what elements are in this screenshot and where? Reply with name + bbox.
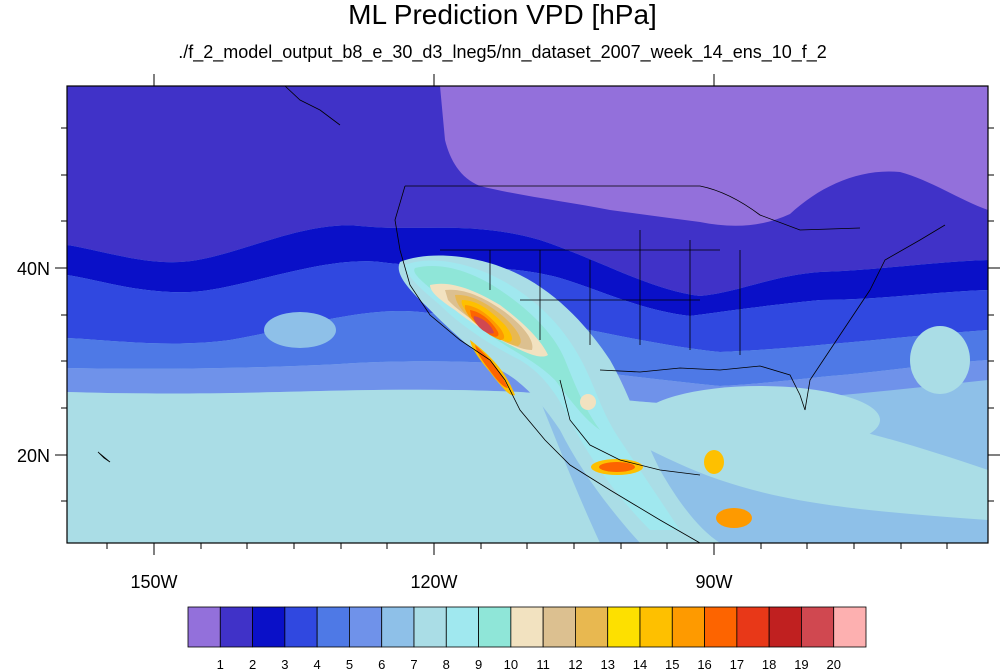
colorbar-labels: 1 2 3 4 5 6 7 8 9 10 11 12 13 14 15 16 17 18 19 20: [217, 657, 841, 672]
colorbar-label: 20: [826, 657, 840, 672]
colorbar-swatch: [349, 606, 383, 648]
colorbar-swatch: [575, 606, 609, 648]
colorbar-label: 9: [475, 657, 482, 672]
colorbar-label: 8: [443, 657, 450, 672]
x-tick-label: 150W: [130, 572, 177, 592]
y-tick-label: 20N: [17, 446, 50, 466]
colorbar-swatch: [542, 606, 576, 648]
colorbar-swatch: [284, 606, 318, 648]
map-title: ML Prediction VPD [hPa]: [348, 0, 657, 30]
colorbar-label: 1: [217, 657, 224, 672]
axis-ticks: [55, 74, 1000, 555]
colorbar-label: 14: [633, 657, 647, 672]
colorbar-label: 2: [249, 657, 256, 672]
colorbar-swatch: [704, 606, 738, 648]
colorbar-swatch: [187, 606, 221, 648]
colorbar-swatch: [381, 606, 415, 648]
colorbar-label: 17: [730, 657, 744, 672]
colorbar-swatch: [607, 606, 641, 648]
colorbar-label: 10: [504, 657, 518, 672]
colorbar-label: 11: [536, 657, 550, 672]
colorbar-swatch: [510, 606, 544, 648]
colorbar-swatch: [639, 606, 673, 648]
colorbar-label: 4: [314, 657, 321, 672]
colorbar-swatch: [219, 606, 253, 648]
colorbar-swatch: [671, 606, 705, 648]
colorbar-label: 13: [600, 657, 614, 672]
coastlines-and-borders: [97, 86, 946, 543]
colorbar-label: 12: [568, 657, 582, 672]
x-tick-label: 90W: [695, 572, 732, 592]
colorbar-label: 18: [762, 657, 776, 672]
colorbar-swatch: [768, 606, 802, 648]
colorbar-swatch: [736, 606, 770, 648]
colorbar-swatch: [445, 606, 479, 648]
map-subtitle: ./f_2_model_output_b8_e_30_d3_lneg5/nn_d…: [178, 42, 827, 62]
colorbar-swatch: [413, 606, 447, 648]
vpd-contour-field: [67, 86, 988, 543]
colorbar-label: 7: [410, 657, 417, 672]
colorbar-swatch: [252, 606, 286, 648]
colorbar-label: 19: [794, 657, 808, 672]
colorbar-swatch: [833, 606, 867, 648]
y-tick-label: 40N: [17, 259, 50, 279]
colorbar-swatch: [801, 606, 835, 648]
colorbar-label: 15: [665, 657, 679, 672]
colorbar-label: 16: [697, 657, 711, 672]
colorbar: [187, 606, 867, 648]
colorbar-label: 5: [346, 657, 353, 672]
colorbar-swatch: [478, 606, 512, 648]
colorbar-label: 3: [281, 657, 288, 672]
colorbar-swatch: [316, 606, 350, 648]
x-tick-label: 120W: [410, 572, 457, 592]
colorbar-label: 6: [378, 657, 385, 672]
